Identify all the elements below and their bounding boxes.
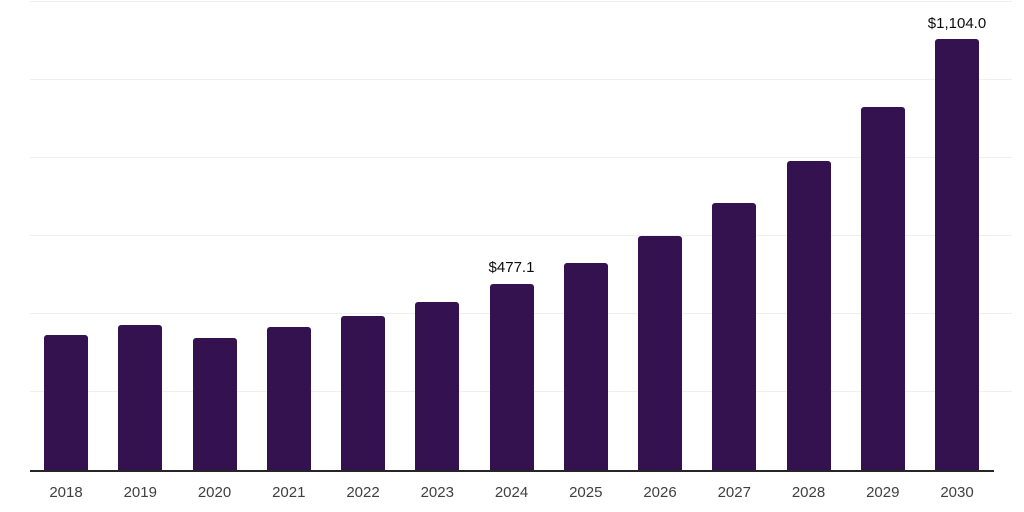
gridline: [30, 157, 1012, 159]
bar-2026: [638, 236, 682, 470]
bar-2022: [341, 315, 385, 470]
bar-2018: [44, 335, 88, 470]
x-tick-label-2029: 2029: [866, 484, 900, 501]
bar-column-2025: 2025: [563, 2, 608, 501]
bar-2020: [192, 337, 237, 470]
bar-2021: [266, 326, 311, 470]
bar-2028: [786, 161, 831, 470]
bar-column-2019: 2019: [118, 2, 163, 501]
bar-2027: [712, 202, 757, 470]
x-tick-label-2023: 2023: [420, 484, 454, 501]
bar-column-2021: 2021: [266, 2, 311, 501]
x-tick-label-2028: 2028: [791, 484, 826, 501]
x-tick-label-2021: 2021: [272, 484, 306, 501]
gridline: [30, 235, 1012, 236]
x-tick-label-2024: 2024: [494, 484, 529, 501]
x-tick-label-2022: 2022: [346, 484, 380, 501]
bar-2030: [935, 39, 979, 470]
bar-column-2023: 2023: [415, 2, 460, 501]
bar-2019: [118, 324, 163, 470]
bar-column-2028: 2028: [786, 2, 831, 501]
bars-container: 2018 2019 2020 2021 2022 2023 $477.1 2024 2025 20…: [44, 2, 986, 501]
x-tick-label-2030: 2030: [940, 484, 974, 501]
x-tick-label-2019: 2019: [123, 484, 157, 501]
x-tick-label-2026: 2026: [643, 484, 677, 501]
bar-column-2022: 2022: [341, 2, 385, 501]
gridline: [30, 1, 1012, 2]
x-tick-label-2020: 2020: [197, 484, 232, 501]
x-tick-label-2018: 2018: [49, 484, 83, 501]
x-axis-line: [30, 470, 994, 472]
bar-column-2030: $1,104.0 2030: [928, 2, 986, 501]
bar-column-2026: 2026: [638, 2, 682, 501]
plot-area: 2018 2019 2020 2021 2022 2023 $477.1 2024 2025 20…: [30, 1, 1012, 501]
bar-column-2018: 2018: [44, 2, 88, 501]
x-tick-label-2025: 2025: [569, 484, 603, 501]
bar-column-2029: 2029: [860, 2, 905, 501]
value-label-2024: $477.1: [488, 259, 535, 277]
bar-2029: [860, 107, 905, 470]
x-tick-label-2027: 2027: [717, 484, 751, 501]
bar-2025: [563, 262, 608, 470]
gridline: [30, 79, 1012, 80]
bar-column-2020: 2020: [192, 2, 237, 501]
value-label-2030: $1,104.0: [927, 14, 987, 32]
bar-2024: [489, 283, 534, 470]
bar-column-2024: $477.1 2024: [488, 2, 535, 501]
bar-2023: [415, 301, 460, 470]
bar-column-2027: 2027: [712, 2, 757, 501]
